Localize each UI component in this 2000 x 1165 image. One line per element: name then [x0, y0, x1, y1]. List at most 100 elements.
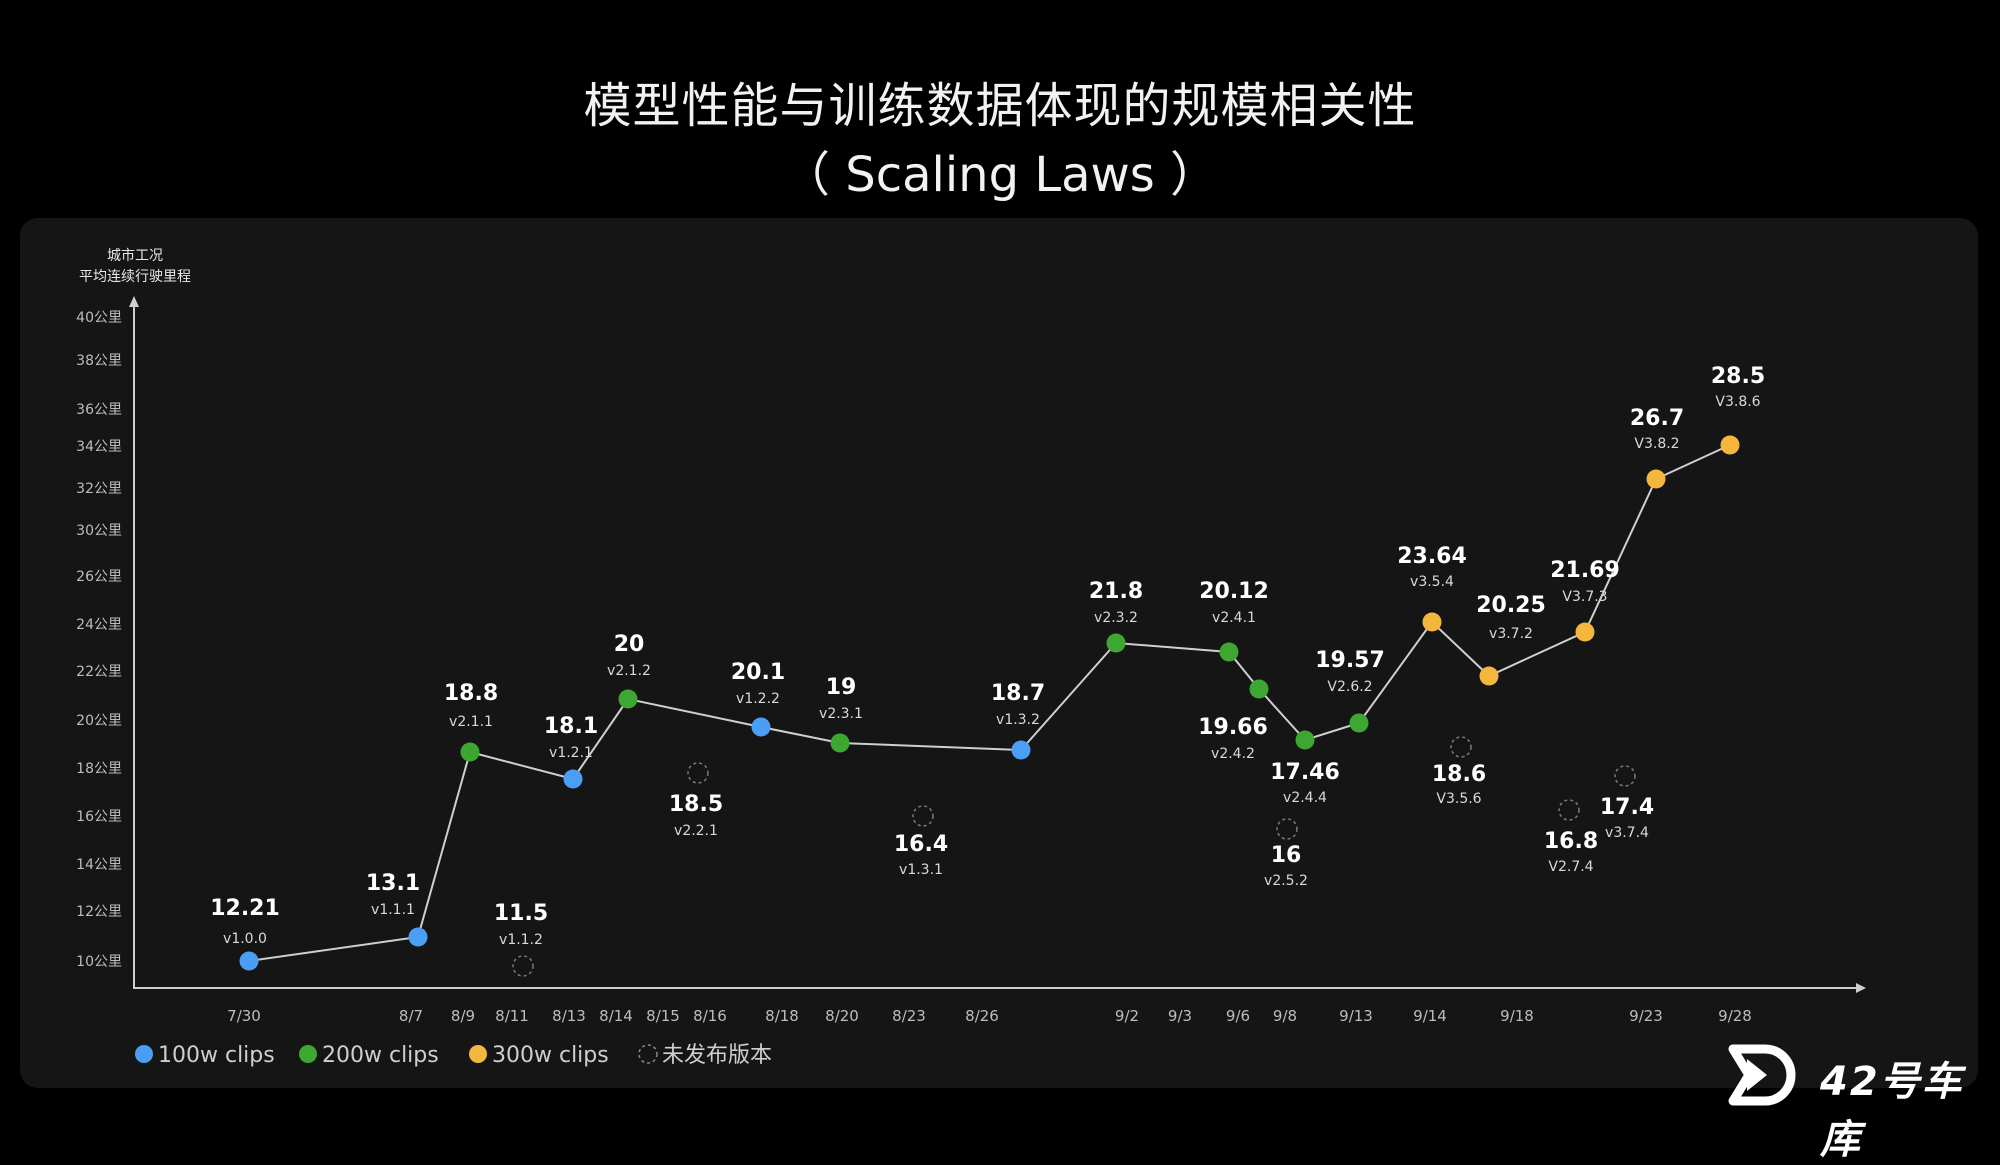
x-tick-label: 8/15 [646, 1007, 680, 1025]
legend-label: 300w clips [492, 1043, 609, 1068]
unreleased-value-label: 18.6 [1432, 762, 1486, 787]
data-value-label: 17.46 [1270, 760, 1340, 785]
data-value-label: 20.12 [1199, 579, 1269, 604]
data-version-label: v1.0.0 [223, 931, 267, 947]
data-version-label: V3.7.3 [1562, 589, 1607, 605]
data-version-label: v1.3.2 [996, 712, 1040, 728]
x-tick-label: 9/23 [1629, 1007, 1663, 1025]
data-value-label: 18.8 [444, 681, 498, 706]
data-point [1349, 713, 1369, 733]
x-tick-label: 8/7 [399, 1007, 423, 1025]
data-value-label: 26.7 [1630, 406, 1684, 431]
data-version-label: v1.2.2 [736, 691, 780, 707]
unreleased-point [512, 955, 534, 977]
x-tick-label: 9/2 [1115, 1007, 1139, 1025]
data-value-label: 19 [826, 675, 857, 700]
x-tick-label: 8/20 [825, 1007, 859, 1025]
data-point [563, 769, 583, 789]
unreleased-value-label: 16 [1271, 843, 1302, 868]
data-point [1249, 679, 1269, 699]
data-version-label: v2.4.4 [1283, 790, 1327, 806]
data-value-label: 20.1 [731, 660, 785, 685]
data-version-label: v2.1.1 [449, 714, 493, 730]
y-tick-label: 22公里 [76, 664, 122, 680]
data-point [1646, 469, 1666, 489]
data-point [1011, 740, 1031, 760]
legend-label: 200w clips [322, 1043, 439, 1068]
unreleased-value-label: 16.4 [894, 832, 948, 857]
data-point [618, 689, 638, 709]
unreleased-point [687, 762, 709, 784]
y-tick-label: 16公里 [76, 809, 122, 825]
x-tick-label: 9/6 [1226, 1007, 1250, 1025]
x-tick-label: 8/13 [552, 1007, 586, 1025]
y-tick-label: 32公里 [76, 481, 122, 497]
data-version-label: v2.3.2 [1094, 610, 1138, 626]
data-version-label: v1.1.1 [371, 902, 415, 918]
data-value-label: 23.64 [1397, 544, 1467, 569]
data-point [1575, 622, 1595, 642]
y-tick-label: 20公里 [76, 713, 122, 729]
x-tick-label: 8/9 [451, 1007, 475, 1025]
data-point [1106, 633, 1126, 653]
data-point [239, 951, 259, 971]
y-tick-label: 18公里 [76, 761, 122, 777]
unreleased-value-label: 18.5 [669, 792, 723, 817]
data-value-label: 28.5 [1711, 364, 1765, 389]
x-tick-label: 9/8 [1273, 1007, 1297, 1025]
data-value-label: 20.25 [1476, 593, 1546, 618]
y-axis-label-line-1: 城市工况 [107, 247, 163, 264]
data-point [830, 733, 850, 753]
series-line [248, 444, 1731, 962]
data-version-label: V3.8.2 [1634, 436, 1679, 452]
unreleased-value-label: 17.4 [1600, 795, 1654, 820]
x-tick-label: 9/3 [1168, 1007, 1192, 1025]
legend-label: 100w clips [158, 1043, 275, 1068]
unreleased-version-label: V2.7.4 [1548, 859, 1593, 875]
unreleased-value-label: 16.8 [1544, 829, 1598, 854]
unreleased-point [1614, 765, 1636, 787]
y-axis-arrow [129, 296, 139, 307]
data-value-label: 18.7 [991, 681, 1045, 706]
watermark: 42号车库 [1725, 1035, 1995, 1163]
data-version-label: v2.4.2 [1211, 746, 1255, 762]
y-tick-label: 40公里 [76, 310, 122, 326]
data-version-label: V3.8.6 [1715, 394, 1760, 410]
data-value-label: 20 [614, 632, 645, 657]
legend-marker [469, 1045, 487, 1063]
unreleased-version-label: v2.5.2 [1264, 873, 1308, 889]
x-tick-label: 8/26 [965, 1007, 999, 1025]
x-tick-label: 8/23 [892, 1007, 926, 1025]
data-version-label: V2.6.2 [1327, 679, 1372, 695]
y-axis-label-line-2: 平均连续行驶里程 [79, 268, 191, 285]
data-version-label: v2.4.1 [1212, 610, 1256, 626]
x-tick-label: 9/14 [1413, 1007, 1447, 1025]
data-version-label: v1.2.1 [549, 745, 593, 761]
chart-subtitle: （ Scaling Laws ） [781, 147, 1219, 203]
unreleased-version-label: v3.7.4 [1605, 825, 1649, 841]
y-tick-label: 24公里 [76, 617, 122, 633]
data-version-label: v2.3.1 [819, 706, 863, 722]
x-tick-label: 7/30 [227, 1007, 261, 1025]
unreleased-version-label: v1.3.1 [899, 862, 943, 878]
legend-marker [135, 1045, 153, 1063]
x-tick-label: 8/11 [495, 1007, 529, 1025]
data-value-label: 21.8 [1089, 579, 1143, 604]
y-tick-label: 30公里 [76, 523, 122, 539]
data-value-label: 18.1 [544, 714, 598, 739]
data-point [1479, 666, 1499, 686]
y-tick-label: 10公里 [76, 954, 122, 970]
chart-title: 模型性能与训练数据体现的规模相关性 [583, 78, 1417, 134]
y-tick-label: 34公里 [76, 439, 122, 455]
y-tick-label: 26公里 [76, 569, 122, 585]
unreleased-point [1450, 736, 1472, 758]
data-value-label: 19.66 [1198, 715, 1268, 740]
unreleased-version-label: v2.2.1 [674, 823, 718, 839]
data-value-label: 13.1 [366, 871, 420, 896]
data-value-label: 19.57 [1315, 648, 1385, 673]
chart-panel [20, 218, 1978, 1088]
unreleased-point [912, 805, 934, 827]
data-point [408, 927, 428, 947]
y-tick-label: 36公里 [76, 402, 122, 418]
